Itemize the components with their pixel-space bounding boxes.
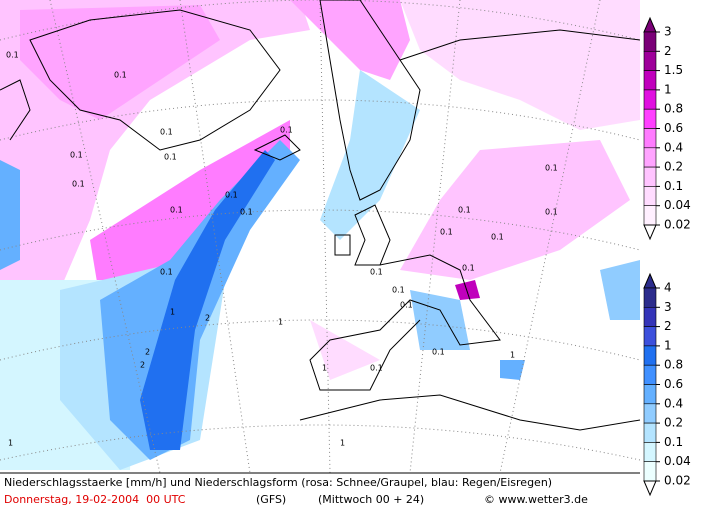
legend-swatch xyxy=(643,50,657,71)
legend-label: 0.1 xyxy=(664,435,683,449)
contour-label: 1 xyxy=(510,351,515,360)
contour-label: 1 xyxy=(170,308,175,317)
coastline xyxy=(0,0,641,431)
snow-area xyxy=(455,280,480,300)
contour-label: 0.1 xyxy=(70,151,83,160)
legend-label: 0.1 xyxy=(664,179,683,193)
contour-label: 0.1 xyxy=(225,191,238,200)
legend-swatch xyxy=(643,31,657,52)
legend-swatch xyxy=(643,108,657,129)
contour-label: 0.1 xyxy=(370,364,383,373)
contour-label: 0.1 xyxy=(240,208,253,217)
contour-label: 0.1 xyxy=(160,268,173,277)
legend-swatch xyxy=(643,461,657,482)
caption-date: Donnerstag, 19-02-2004 00 UTC xyxy=(4,493,186,506)
snow-area xyxy=(20,5,220,120)
contour-label: 1 xyxy=(340,439,345,448)
legend-swatch xyxy=(643,442,657,462)
legend-swatch xyxy=(643,384,657,405)
snow-area xyxy=(90,120,290,300)
legend-label: 0.8 xyxy=(664,358,683,372)
caption-run: (Mittwoch 00 + 24) xyxy=(318,493,424,506)
rain-area xyxy=(320,70,420,240)
contour-label: 0.1 xyxy=(160,128,173,137)
contour-label: 0.1 xyxy=(545,164,558,173)
legend-label: 3 xyxy=(664,25,672,39)
legend-label: 0.4 xyxy=(664,140,683,154)
legend-label: 0.04 xyxy=(664,198,691,212)
caption-area xyxy=(0,473,640,513)
legend-swatch xyxy=(643,326,657,347)
rain-area xyxy=(140,150,275,450)
contour-label: 0.1 xyxy=(370,268,383,277)
legend-swatch xyxy=(643,205,657,226)
legend-swatch xyxy=(643,70,657,91)
contour-label: 0.1 xyxy=(72,180,85,189)
contour-label: 1 xyxy=(278,318,283,327)
legend-arrow-bottom xyxy=(643,224,657,241)
contour-label: 2 xyxy=(205,314,210,323)
contour-label: 0.1 xyxy=(432,348,445,357)
contour-label: 0.1 xyxy=(491,233,504,242)
legend-swatch xyxy=(643,403,657,424)
rain-area xyxy=(600,260,640,320)
legend-swatch xyxy=(643,306,657,327)
caption-copyright: © www.wetter3.de xyxy=(484,493,588,506)
legend-swatch xyxy=(643,364,657,385)
legend-swatch xyxy=(643,345,657,366)
legend-label: 0.6 xyxy=(664,377,683,391)
contour-label: 2 xyxy=(140,361,145,370)
legend-label: 1 xyxy=(664,338,672,352)
legend-swatch xyxy=(643,186,657,206)
graticule xyxy=(0,0,641,474)
caption-model: (GFS) xyxy=(256,493,286,506)
contour-label: 1 xyxy=(322,364,327,373)
legend-swatch xyxy=(643,166,657,187)
legend-swatch xyxy=(643,128,657,149)
legend-arrow-bottom xyxy=(643,480,657,497)
legend-label: 4 xyxy=(664,281,672,295)
contour-label: 0.1 xyxy=(164,153,177,162)
legend-label: 0.02 xyxy=(664,218,691,232)
snow-area xyxy=(310,320,380,380)
contour-label: 0.1 xyxy=(170,206,183,215)
contour-label: 0.1 xyxy=(462,264,475,273)
contour-label: 0.1 xyxy=(280,126,293,135)
legend-swatch xyxy=(643,147,657,168)
contour-label: 0.1 xyxy=(114,71,127,80)
legend-swatch xyxy=(643,422,657,443)
contour-label: 0.1 xyxy=(440,228,453,237)
legend-label: 0.4 xyxy=(664,396,683,410)
legend-swatch xyxy=(643,287,657,308)
contour-label: 0.1 xyxy=(6,51,19,60)
contour-label: 2 xyxy=(145,348,150,357)
legend-label: 0.2 xyxy=(664,160,683,174)
legend-label: 1 xyxy=(664,82,672,96)
rain-area xyxy=(0,160,20,270)
contour-label: 0.1 xyxy=(458,206,471,215)
contour-label: 0.1 xyxy=(545,208,558,217)
legend-swatch xyxy=(643,89,657,110)
rain-area xyxy=(500,360,525,380)
legend-label: 0.2 xyxy=(664,416,683,430)
legend-label: 2 xyxy=(664,319,672,333)
legend-label: 0.02 xyxy=(664,474,691,488)
caption-title: Niederschlagsstaerke [mm/h] und Niedersc… xyxy=(4,476,552,489)
contour-label: 0.1 xyxy=(400,301,413,310)
contour-label: 1 xyxy=(8,439,13,448)
legend-label: 0.04 xyxy=(664,454,691,468)
legend-label: 0.8 xyxy=(664,102,683,116)
legend-label: 0.6 xyxy=(664,121,683,135)
legend-label: 1.5 xyxy=(664,63,683,77)
map xyxy=(0,0,641,474)
legend-label: 2 xyxy=(664,44,672,58)
snow-area xyxy=(290,0,410,80)
contour-label: 0.1 xyxy=(392,286,405,295)
snow-area xyxy=(400,140,630,280)
legend-label: 3 xyxy=(664,300,672,314)
